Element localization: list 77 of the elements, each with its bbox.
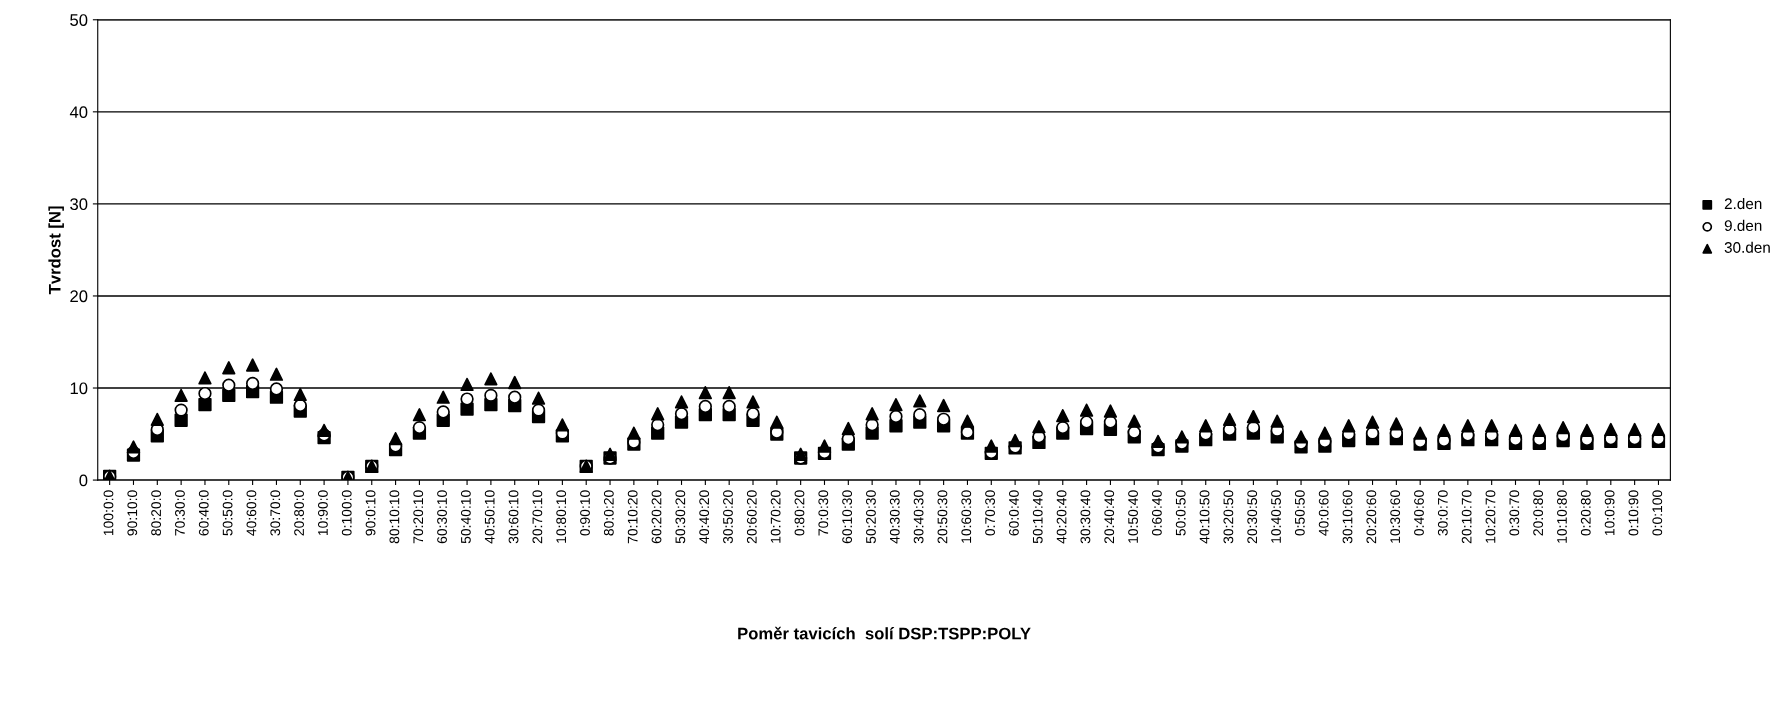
x-tick-label: 80:20:0: [151, 490, 162, 536]
legend-label: 9.den: [1724, 219, 1762, 232]
x-tick-label: 20:0:80: [1533, 490, 1544, 536]
x-tick-label: 0:100:0: [341, 490, 352, 536]
x-tick-label: 30:0:70: [1437, 490, 1448, 536]
x-tick-label: 30:20:50: [1223, 490, 1234, 544]
x-tick-label: 40:40:20: [699, 490, 710, 544]
x-tick-label: 0:90:10: [580, 490, 590, 536]
legend-label: 30.den: [1724, 241, 1770, 253]
x-tick-label: 40:0:60: [1318, 490, 1329, 536]
y-axis-title: Tvrdost [N]: [48, 206, 64, 295]
x-tick-label: 60:30:10: [437, 490, 447, 544]
x-tick-label: 100:0:0: [103, 490, 114, 536]
x-tick-label: 30:70:0: [270, 490, 281, 536]
x-tick-label: 70:0:30: [818, 490, 829, 536]
x-tick-label: 20:50:30: [937, 490, 948, 544]
y-tick-label: 0: [79, 474, 88, 487]
x-tick-label: 30:60:10: [508, 490, 519, 544]
x-tick-label: 70:30:0: [175, 490, 185, 536]
x-tick-label: 0:80:20: [794, 490, 805, 536]
x-tick-label: 0:10:90: [1628, 490, 1639, 536]
x-tick-label: 10:40:50: [1271, 490, 1281, 543]
x-tick-label: 0:0:100: [1652, 490, 1663, 536]
x-tick-label: 0:50:50: [1294, 490, 1305, 536]
x-tick-label: 30:40:30: [913, 490, 924, 544]
x-tick-label: 60:0:40: [1009, 490, 1019, 536]
x-tick-label: 0:30:70: [1509, 490, 1520, 536]
x-tick-label: 50:40:10: [460, 490, 471, 544]
x-tick-label: 20:70:10: [532, 490, 543, 544]
x-tick-label: 0:70:30: [985, 490, 996, 536]
x-tick-label: 40:10:50: [1199, 490, 1210, 544]
x-tick-label: 20:40:40: [1104, 490, 1115, 544]
x-tick-label: 50:10:40: [1032, 490, 1043, 544]
x-tick-label: 20:80:0: [294, 490, 304, 536]
x-tick-label: 80:0:20: [603, 490, 614, 536]
x-tick-label: 60:40:0: [198, 490, 209, 536]
x-tick-label: 10:20:70: [1485, 490, 1496, 543]
x-tick-label: 40:30:30: [889, 490, 900, 544]
x-tick-label: 10:70:20: [770, 490, 781, 543]
legend-label: 2.den: [1724, 197, 1762, 210]
x-tick-label: 50:20:30: [866, 490, 876, 544]
x-tick-label: 40:60:0: [246, 490, 257, 536]
x-tick-label: 30:10:60: [1342, 490, 1353, 544]
x-tick-label: 40:50:10: [484, 490, 495, 544]
x-tick-label: 20:20:60: [1366, 490, 1377, 544]
x-tick-label: 20:30:50: [1247, 490, 1258, 544]
x-tick-label: 30:50:20: [723, 490, 733, 544]
x-tick-label: 60:10:30: [842, 490, 853, 544]
x-tick-label: 50:30:20: [675, 490, 686, 544]
y-tick-label: 50: [70, 14, 88, 26]
x-tick-label: 20:10:70: [1461, 490, 1472, 544]
y-tick-label: 40: [69, 106, 88, 119]
x-tick-label: 50:50:0: [222, 490, 233, 536]
x-tick-label: 10:30:60: [1390, 490, 1401, 543]
y-tick-label: 30: [70, 198, 88, 211]
x-tick-label: 90:10:0: [127, 490, 138, 536]
x-tick-label: 10:60:30: [961, 490, 972, 543]
x-tick-label: 80:10:10: [389, 490, 400, 544]
x-tick-label: 60:20:20: [651, 490, 662, 544]
x-tick-label: 40:20:40: [1056, 490, 1067, 544]
y-tick-label: 10: [70, 382, 88, 395]
x-tick-label: 10:80:10: [556, 490, 567, 543]
x-tick-label: 50:0:50: [1175, 490, 1186, 536]
x-tick-label: 10:0:90: [1604, 490, 1615, 536]
x-tick-label: 70:10:20: [627, 490, 638, 544]
x-tick-label: 20:60:20: [746, 490, 757, 544]
x-tick-label: 10:50:40: [1128, 490, 1138, 543]
x-tick-label: 30:30:40: [1080, 490, 1091, 544]
x-tick-label: 0:40:60: [1414, 490, 1424, 536]
x-tick-label: 70:20:10: [413, 490, 424, 544]
x-tick-label: 10:90:0: [317, 490, 328, 536]
x-axis-title: Poměr tavicích solí DSP:TSPP:POLY: [738, 626, 1031, 640]
x-tick-label: 0:20:80: [1580, 490, 1591, 536]
y-tick-label: 20: [70, 290, 88, 303]
x-tick-label: 10:10:80: [1557, 490, 1567, 543]
x-tick-label: 90:0:10: [365, 490, 376, 536]
x-tick-label: 0:60:40: [1151, 490, 1162, 536]
